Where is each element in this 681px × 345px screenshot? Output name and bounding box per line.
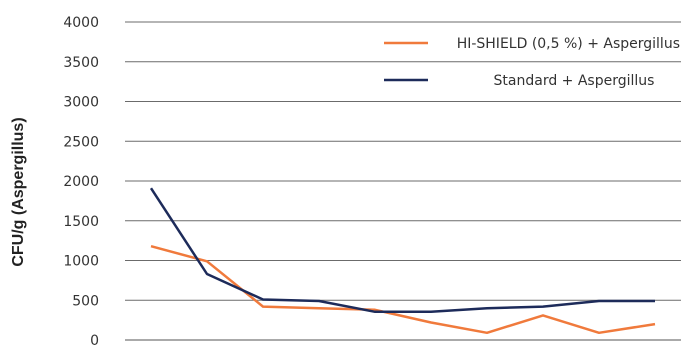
y-tick-labels: 0 500 1000 1500 2000 2500 3000 3500 4000 <box>63 15 99 345</box>
y-tick-label: 4000 <box>63 15 99 31</box>
legend-label: HI-SHIELD (0,5 %) + Aspergillus <box>457 36 680 52</box>
legend: HI-SHIELD (0,5 %) + Aspergillus Standard … <box>384 36 680 89</box>
series-line-2 <box>149 187 655 314</box>
gridlines <box>125 21 681 341</box>
legend-label: Standard + Aspergillus <box>494 73 655 89</box>
y-axis-title: CFU/g (Aspergillus) <box>10 117 27 266</box>
data-series <box>149 187 656 335</box>
y-tick-label: 2000 <box>63 174 99 190</box>
y-tick-label: 0 <box>90 333 99 345</box>
y-tick-label: 2500 <box>63 134 99 150</box>
y-tick-label: 1500 <box>63 214 99 230</box>
y-tick-label: 500 <box>72 293 99 309</box>
y-tick-label: 1000 <box>63 254 99 270</box>
series-line-1 <box>150 244 656 335</box>
y-tick-label: 3500 <box>63 55 99 71</box>
y-tick-label: 3000 <box>63 95 99 111</box>
